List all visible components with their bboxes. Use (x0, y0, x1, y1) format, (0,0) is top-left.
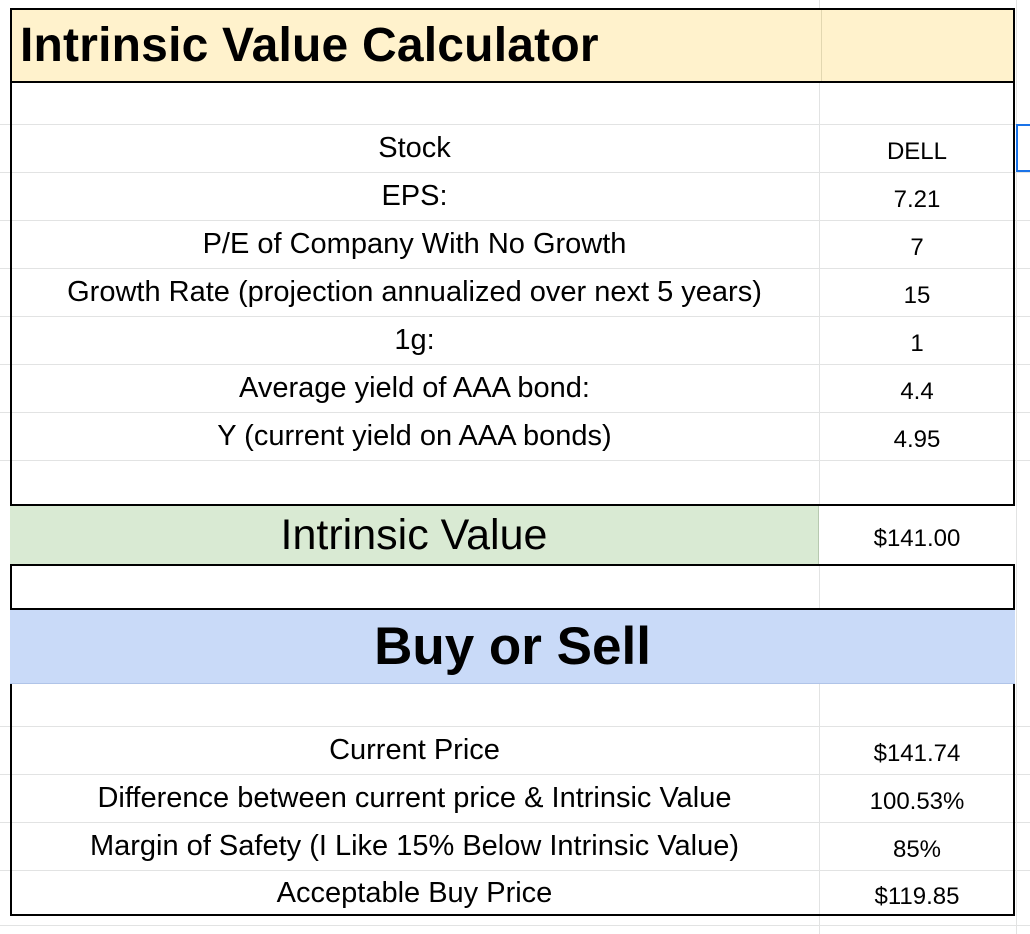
result-value[interactable]: $141.74 (873, 740, 961, 767)
result-row-current-price: Current Price $141.74 (10, 726, 1015, 774)
input-value[interactable]: 15 (903, 282, 931, 309)
input-row-pe: P/E of Company With No Growth 7 (10, 220, 1015, 268)
input-row-eps: EPS: 7.21 (10, 172, 1015, 220)
cell-selection-indicator[interactable] (1016, 124, 1030, 172)
input-label[interactable]: 1g: (394, 323, 435, 356)
intrinsic-value-result[interactable]: $141.00 (819, 506, 1015, 564)
input-value[interactable]: 7 (910, 234, 924, 261)
table-frame (10, 8, 1015, 916)
table-bottom-border (10, 914, 1015, 916)
input-row-1g: 1g: 1 (10, 316, 1015, 364)
input-value[interactable]: DELL (886, 138, 948, 165)
intrinsic-value-row: Intrinsic Value $141.00 (10, 504, 1015, 566)
result-row-acceptable-buy-price: Acceptable Buy Price $119.85 (10, 870, 1015, 916)
result-label[interactable]: Difference between current price & Intri… (97, 781, 732, 814)
result-label[interactable]: Acceptable Buy Price (276, 876, 553, 909)
input-label[interactable]: Stock (378, 131, 451, 164)
result-label[interactable]: Margin of Safety (I Like 15% Below Intri… (89, 829, 740, 862)
buy-or-sell-row: Buy or Sell (10, 608, 1015, 684)
input-row-growth: Growth Rate (projection annualized over … (10, 268, 1015, 316)
title-row: Intrinsic Value Calculator (10, 8, 1015, 83)
title-side-cell[interactable] (821, 10, 1017, 81)
intrinsic-value-label[interactable]: Intrinsic Value (10, 506, 819, 564)
result-label[interactable]: Current Price (329, 733, 500, 766)
input-label[interactable]: P/E of Company With No Growth (202, 227, 627, 260)
input-label[interactable]: Growth Rate (projection annualized over … (67, 275, 762, 308)
input-label[interactable]: EPS: (381, 179, 448, 212)
result-row-margin-of-safety: Margin of Safety (I Like 15% Below Intri… (10, 822, 1015, 870)
input-row-stock: Stock DELL (10, 124, 1015, 172)
result-value[interactable]: 100.53% (869, 788, 965, 815)
buy-or-sell-heading[interactable]: Buy or Sell (374, 617, 651, 676)
result-row-difference: Difference between current price & Intri… (10, 774, 1015, 822)
calculator-sheet: Intrinsic Value Calculator Stock DELL EP… (10, 8, 1015, 916)
input-value[interactable]: 4.4 (900, 378, 934, 405)
input-row-current-yield: Y (current yield on AAA bonds) 4.95 (10, 412, 1015, 460)
input-value[interactable]: 7.21 (893, 186, 941, 213)
input-value[interactable]: 4.95 (893, 426, 941, 453)
input-label[interactable]: Y (current yield on AAA bonds) (217, 419, 612, 452)
input-value[interactable]: 1 (910, 330, 924, 357)
result-value[interactable]: $119.85 (874, 883, 960, 910)
input-label[interactable]: Average yield of AAA bond: (239, 371, 590, 404)
input-row-avg-yield: Average yield of AAA bond: 4.4 (10, 364, 1015, 412)
result-value[interactable]: 85% (892, 836, 942, 863)
page-title[interactable]: Intrinsic Value Calculator (20, 19, 599, 72)
